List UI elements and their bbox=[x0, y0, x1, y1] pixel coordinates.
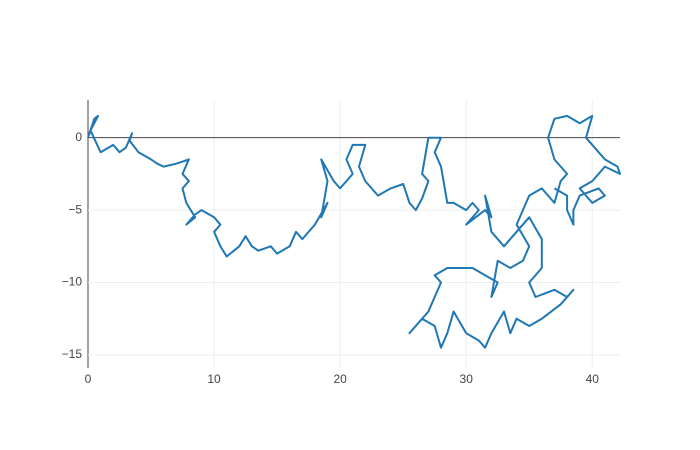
x-tick-label: 40 bbox=[586, 372, 600, 386]
x-tick-label: 20 bbox=[333, 372, 347, 386]
y-tick-label: −15 bbox=[62, 347, 83, 361]
x-tick-label: 0 bbox=[85, 372, 92, 386]
y-tick-label: −10 bbox=[62, 275, 83, 289]
y-tick-label: −5 bbox=[68, 202, 82, 216]
x-tick-label: 10 bbox=[207, 372, 221, 386]
x-tick-label: 30 bbox=[460, 372, 474, 386]
walk-line bbox=[87, 114, 621, 349]
y-tick-label: 0 bbox=[75, 130, 82, 144]
